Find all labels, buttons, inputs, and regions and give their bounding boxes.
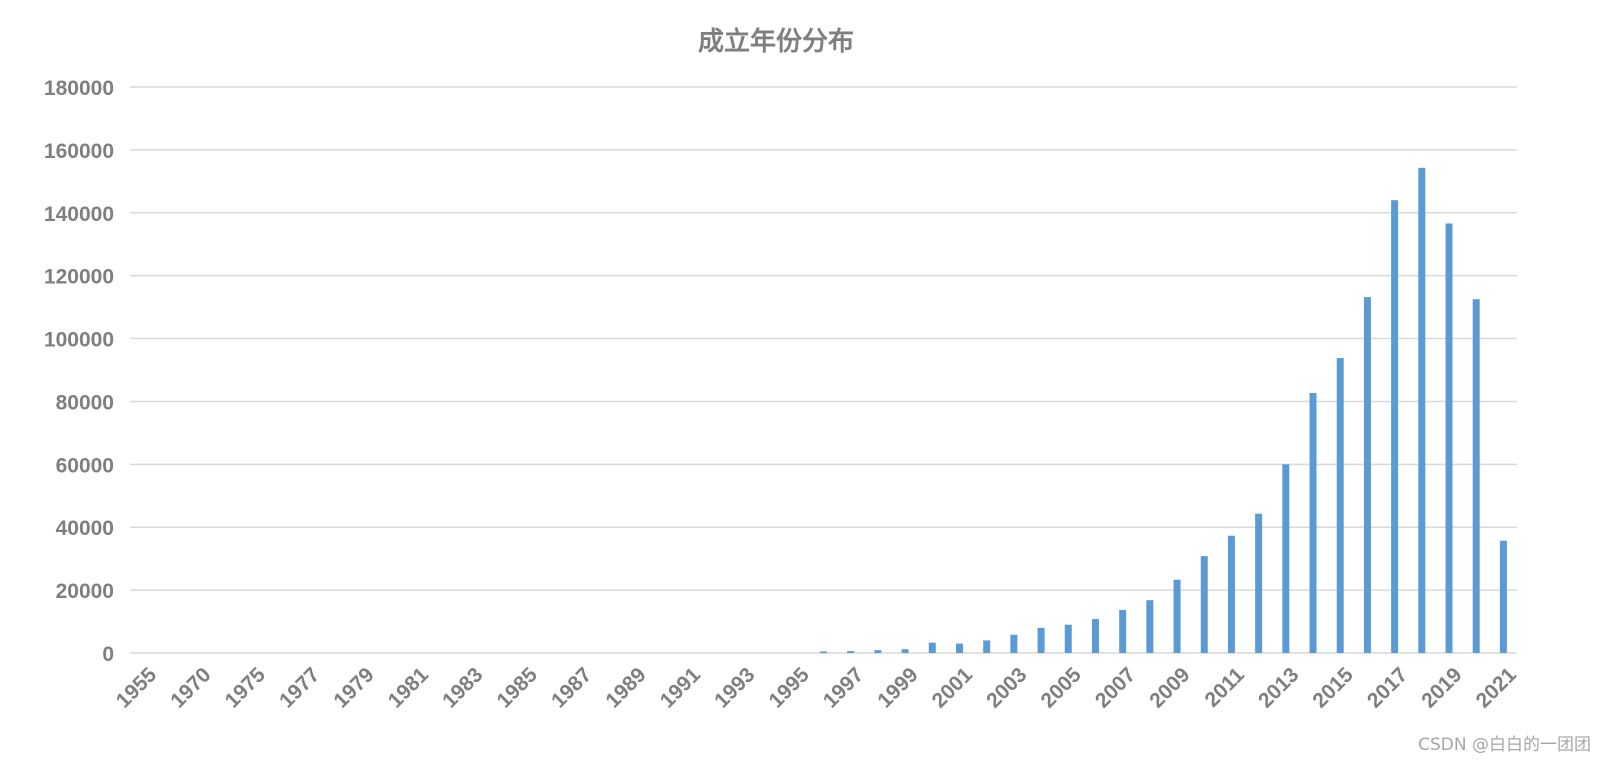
x-tick-label: 1991 bbox=[656, 663, 706, 713]
y-axis-ticks: 0 20000 40000 60000 80000 100000 120000 140000 1… bbox=[44, 77, 114, 666]
gridlines bbox=[130, 86, 1517, 654]
y-tick-label: 180000 bbox=[44, 77, 114, 100]
bar-2012 bbox=[1255, 513, 1263, 653]
x-tick-label: 1993 bbox=[710, 663, 759, 712]
x-tick-label: 1955 bbox=[112, 663, 162, 713]
x-tick-label: 2019 bbox=[1417, 663, 1466, 712]
bar-2015 bbox=[1336, 358, 1344, 653]
x-tick-label: 1975 bbox=[221, 663, 271, 713]
y-tick-label: 120000 bbox=[44, 266, 114, 289]
x-tick-label: 2015 bbox=[1308, 663, 1358, 713]
bar-1997 bbox=[847, 651, 855, 653]
bar-2000 bbox=[928, 642, 936, 653]
y-tick-label: 80000 bbox=[56, 391, 114, 414]
y-tick-label: 20000 bbox=[56, 580, 114, 603]
x-tick-label: 1987 bbox=[547, 663, 596, 712]
x-tick-label: 2017 bbox=[1363, 663, 1412, 712]
bar-2021 bbox=[1499, 540, 1507, 653]
y-tick-label: 40000 bbox=[56, 517, 114, 540]
bar-2010 bbox=[1200, 556, 1208, 653]
y-tick-label: 140000 bbox=[44, 203, 114, 226]
bar-1998 bbox=[874, 650, 882, 653]
x-tick-label: 1985 bbox=[493, 663, 543, 713]
y-tick-label: 160000 bbox=[44, 140, 114, 163]
x-tick-label: 1977 bbox=[275, 663, 324, 712]
y-tick-label: 100000 bbox=[44, 329, 114, 352]
x-tick-label: 2001 bbox=[928, 663, 978, 713]
bar-2017 bbox=[1391, 200, 1399, 653]
x-tick-label: 2009 bbox=[1145, 663, 1194, 712]
bar-2016 bbox=[1363, 297, 1371, 653]
bar-2013 bbox=[1282, 464, 1290, 653]
bar-2008 bbox=[1146, 600, 1154, 653]
bar-2002 bbox=[983, 640, 991, 653]
bar-2004 bbox=[1037, 627, 1045, 653]
x-tick-label: 1970 bbox=[166, 663, 215, 712]
x-tick-label: 1981 bbox=[384, 663, 434, 713]
x-tick-label: 1997 bbox=[819, 663, 868, 712]
watermark: CSDN @白白的一团团 bbox=[1418, 735, 1591, 755]
bar-1996 bbox=[820, 651, 827, 653]
x-tick-label: 1983 bbox=[438, 663, 487, 712]
y-tick-label: 0 bbox=[102, 643, 114, 666]
x-tick-label: 1999 bbox=[873, 663, 922, 712]
x-tick-label: 1995 bbox=[765, 663, 815, 713]
bar-2003 bbox=[1010, 634, 1018, 653]
bar-2007 bbox=[1119, 609, 1127, 653]
x-tick-label: 2003 bbox=[982, 663, 1031, 712]
x-tick-label: 2011 bbox=[1200, 663, 1249, 712]
bar-2009 bbox=[1173, 579, 1181, 653]
bar-2014 bbox=[1309, 392, 1317, 653]
x-tick-label: 1989 bbox=[601, 663, 650, 712]
bar-2005 bbox=[1064, 624, 1072, 653]
bars bbox=[820, 167, 1507, 653]
x-tick-label: 2007 bbox=[1091, 663, 1140, 712]
x-tick-label: 1979 bbox=[329, 663, 378, 712]
bar-2019 bbox=[1445, 223, 1453, 653]
x-tick-label: 2021 bbox=[1472, 663, 1522, 713]
bar-2006 bbox=[1091, 619, 1099, 653]
bar-2011 bbox=[1227, 535, 1235, 653]
bar-2001 bbox=[955, 643, 963, 653]
bar-1999 bbox=[901, 649, 909, 653]
y-tick-label: 60000 bbox=[56, 454, 114, 477]
x-axis-ticks: 1955 1970 1975 1977 1979 1981 1983 1985 1987 1989… bbox=[112, 663, 1521, 713]
x-tick-label: 2013 bbox=[1254, 663, 1303, 712]
bar-2020 bbox=[1472, 299, 1480, 653]
x-tick-label: 2005 bbox=[1037, 663, 1087, 713]
chart-title: 成立年份分布 bbox=[698, 26, 854, 57]
bar-2018 bbox=[1418, 167, 1426, 653]
